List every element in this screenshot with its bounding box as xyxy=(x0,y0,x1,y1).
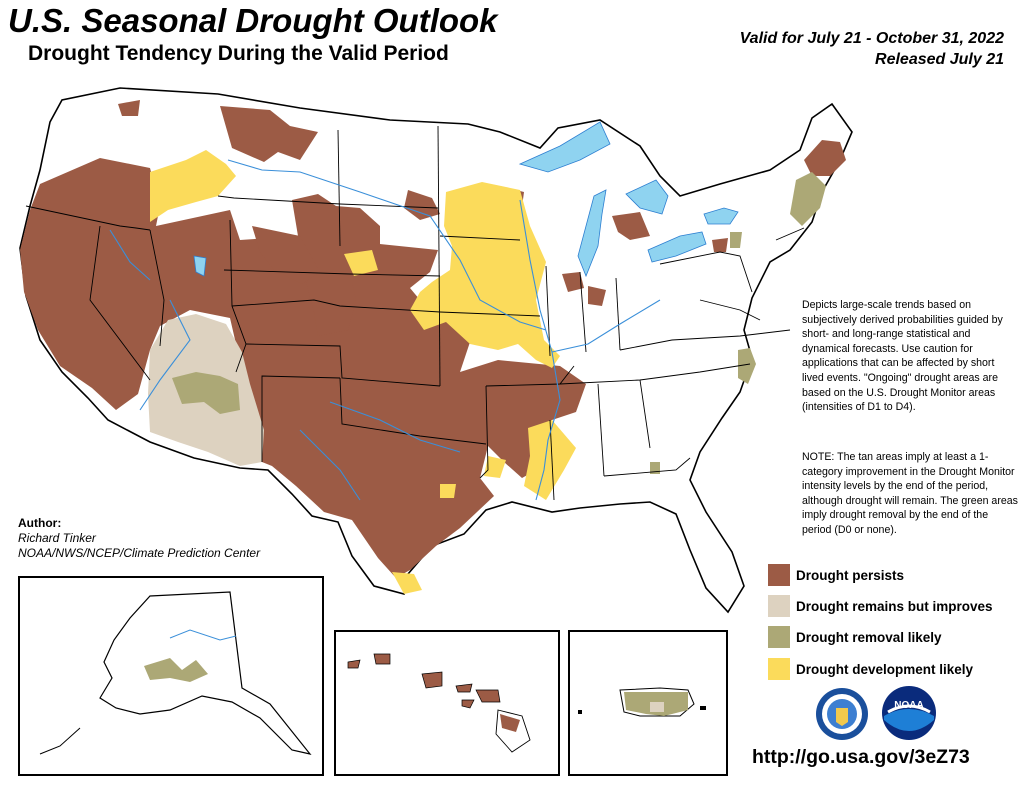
outlook-url-link[interactable]: http://go.usa.gov/3eZ73 xyxy=(752,746,970,768)
state-boundaries xyxy=(25,125,805,501)
page-subtitle: Drought Tendency During the Valid Period xyxy=(28,42,449,65)
valid-period: Valid for July 21 - October 31, 2022 xyxy=(739,30,1004,47)
noaa-logo-text: NOAA xyxy=(894,700,923,711)
drought-development-areas xyxy=(150,150,576,594)
legend-label: Drought removal likely xyxy=(796,629,942,645)
alaska-map xyxy=(39,591,312,755)
alaska-inset xyxy=(18,576,324,776)
doc-seal-icon xyxy=(816,688,868,740)
legend-swatch-development xyxy=(768,658,790,680)
author-block: Author: Richard Tinker NOAA/NWS/NCEP/Cli… xyxy=(18,516,260,561)
legend-item-removal: Drought removal likely xyxy=(768,624,942,650)
legend-item-development: Drought development likely xyxy=(768,656,973,682)
legend-item-persists: Drought persists xyxy=(768,562,904,588)
page-title: U.S. Seasonal Drought Outlook xyxy=(8,2,498,39)
release-date: Released July 21 xyxy=(875,51,1004,68)
legend-label: Drought persists xyxy=(796,567,905,583)
legend-item-improves: Drought remains but improves xyxy=(768,593,993,619)
legend-label: Drought remains but improves xyxy=(796,598,993,614)
author-heading: Author: xyxy=(18,516,62,530)
rivers xyxy=(109,159,661,501)
description-text: Depicts large-scale trends based on subj… xyxy=(802,299,1003,414)
noaa-logo-icon: NOAA xyxy=(882,686,936,740)
legend-swatch-persists xyxy=(768,564,790,586)
hawaii-map xyxy=(347,653,531,753)
legend-swatch-improves xyxy=(768,595,790,617)
legend-label: Drought development likely xyxy=(796,661,974,677)
note-text: NOTE: The tan areas imply at least a 1-c… xyxy=(802,451,1018,536)
puerto-rico-inset xyxy=(568,630,728,776)
legend-swatch-removal xyxy=(768,626,790,648)
hawaii-inset xyxy=(334,630,560,776)
author-name: Richard Tinker xyxy=(18,531,96,545)
drought-removal-areas xyxy=(172,172,826,474)
author-org: NOAA/NWS/NCEP/Climate Prediction Center xyxy=(18,546,261,560)
puerto-rico-map xyxy=(578,687,706,717)
great-lakes xyxy=(193,121,739,278)
